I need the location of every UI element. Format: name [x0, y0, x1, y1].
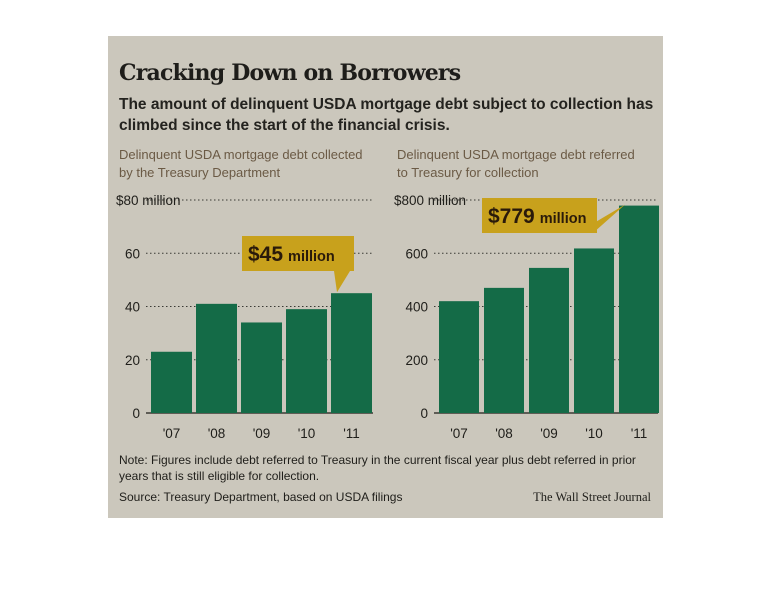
right-bar — [619, 205, 659, 413]
left-y-tick-label: 40 — [125, 300, 140, 315]
chart-credit: The Wall Street Journal — [533, 490, 651, 504]
right-x-tick-label: '09 — [540, 426, 558, 441]
chart-title: Cracking Down on Borrowers — [119, 60, 461, 86]
left-bar-chart: 0 20 40 60 $80 million '07 '08 '09 '10 '11 $45 mill… — [116, 193, 373, 441]
left-x-tick-label: '09 — [253, 426, 271, 441]
right-y-tick-label: 200 — [405, 353, 428, 368]
left-bar — [286, 309, 327, 413]
right-callout-label: $779 million — [488, 205, 586, 228]
right-y-tick-label: 600 — [405, 246, 428, 261]
left-y-tick-label: 60 — [125, 246, 140, 261]
right-bar — [439, 301, 479, 413]
chart-subtitle: The amount of delinquent USDA mortgage d… — [119, 96, 654, 134]
right-chart-panel: Delinquent USDA mortgage debt referred t… — [386, 146, 659, 446]
chart-source: Source: Treasury Department, based on US… — [119, 490, 403, 504]
left-bar — [196, 303, 237, 413]
left-x-tick-label: '10 — [298, 426, 316, 441]
left-bar — [331, 293, 372, 413]
left-callout-label: $45 million — [248, 243, 335, 266]
right-chart-caption: Delinquent USDA mortgage debt referred t… — [397, 147, 635, 180]
right-x-tick-label: '10 — [585, 426, 603, 441]
left-y-tick-label: $80 million — [116, 193, 181, 208]
right-y-tick-label: 0 — [420, 406, 428, 421]
right-x-tick-label: '08 — [495, 426, 513, 441]
left-bar — [241, 322, 282, 413]
right-y-tick-label: 400 — [405, 300, 428, 315]
left-x-tick-label: '07 — [163, 426, 181, 441]
left-callout-pointer — [334, 271, 350, 293]
right-y-tick-label: $800 million — [394, 193, 466, 208]
right-x-tick-label: '11 — [631, 426, 648, 441]
right-bar — [574, 248, 614, 413]
right-callout-box — [482, 198, 597, 233]
right-bar-chart: 0 200 400 600 $800 million '07 '08 '09 '10 '11 $77… — [394, 193, 659, 441]
left-y-tick-label: 20 — [125, 353, 140, 368]
chart-graphic: Cracking Down on Borrowers The amount of… — [108, 36, 663, 518]
left-bar — [151, 351, 192, 413]
left-callout-box — [242, 236, 354, 271]
right-x-tick-label: '07 — [450, 426, 468, 441]
left-y-tick-label: 0 — [132, 406, 140, 421]
right-bar — [529, 267, 569, 413]
left-x-tick-label: '11 — [343, 426, 360, 441]
left-x-tick-label: '08 — [208, 426, 226, 441]
chart-note: Note: Figures include debt referred to T… — [119, 453, 636, 483]
left-chart-panel: Delinquent USDA mortgage debt collected … — [108, 146, 373, 446]
left-chart-caption: Delinquent USDA mortgage debt collected … — [119, 147, 363, 180]
right-bar — [484, 287, 524, 413]
